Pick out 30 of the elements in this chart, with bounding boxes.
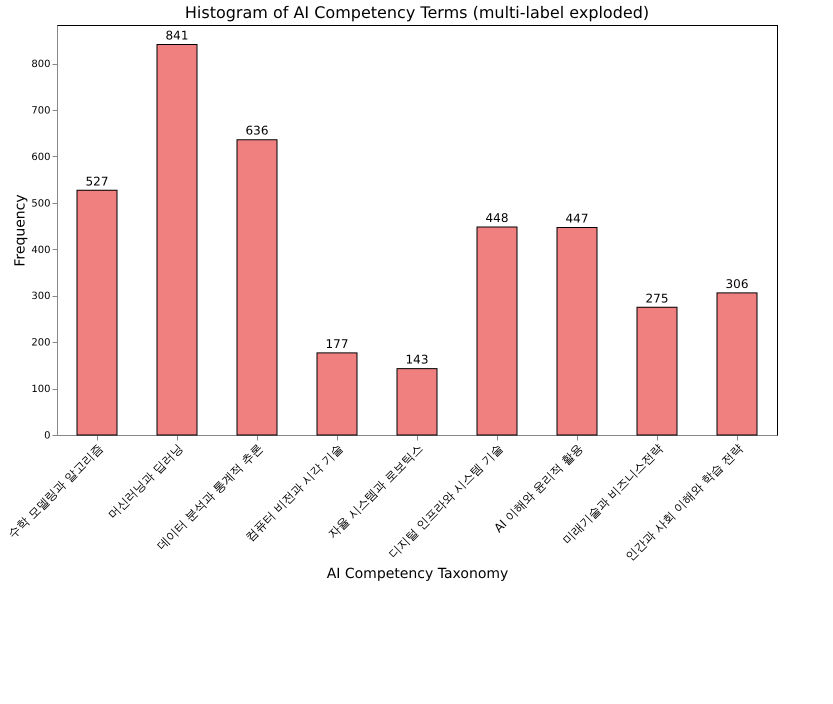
bar xyxy=(476,226,518,436)
y-tick-label: 300 xyxy=(31,291,50,302)
chart-title: Histogram of AI Competency Terms (multi-label exploded) xyxy=(184,3,650,22)
bar xyxy=(236,139,278,436)
bar xyxy=(316,352,358,436)
y-tick-label: 600 xyxy=(31,152,50,163)
bar xyxy=(396,368,438,436)
y-tick-label: 200 xyxy=(31,338,50,349)
data-label: 527 xyxy=(86,174,108,188)
y-tick-label: 0 xyxy=(44,430,50,442)
data-label: 177 xyxy=(326,336,348,351)
x-axis-title: AI Competency Taxonomy xyxy=(326,566,508,582)
data-label: 306 xyxy=(726,276,748,291)
data-label: 636 xyxy=(246,124,268,138)
y-tick-label: 800 xyxy=(31,59,50,70)
bar xyxy=(636,306,678,436)
data-label: 448 xyxy=(486,210,508,225)
bar xyxy=(156,44,198,436)
bar xyxy=(716,292,758,436)
bar xyxy=(76,190,118,436)
data-label: 447 xyxy=(566,211,588,226)
y-tick-label: 100 xyxy=(31,384,50,396)
y-tick-label: 500 xyxy=(31,198,50,210)
y-axis-title: Frequency xyxy=(12,194,28,267)
y-tick-label: 700 xyxy=(31,105,50,116)
data-label: 143 xyxy=(406,352,428,367)
data-label: 841 xyxy=(166,28,188,42)
data-label: 275 xyxy=(646,291,668,306)
y-tick-label: 400 xyxy=(31,244,50,256)
bar xyxy=(556,226,598,436)
